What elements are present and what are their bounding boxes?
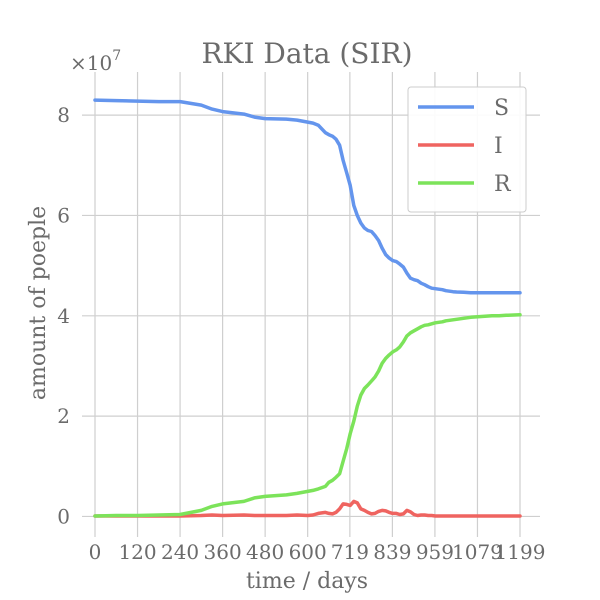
- x-tick-label: 719: [331, 540, 369, 564]
- chart-title: RKI Data (SIR): [201, 37, 412, 70]
- legend-label-i: I: [494, 134, 503, 159]
- y-tick-label: 8: [57, 103, 70, 127]
- legend-label-r: R: [494, 172, 512, 197]
- series-line-s: [93, 98, 522, 295]
- x-tick-label: 360: [204, 540, 242, 564]
- x-tick-label: 839: [373, 540, 411, 564]
- legend-frame: [407, 86, 527, 213]
- y-axis-label: amount of poeple: [26, 206, 51, 400]
- y-tick-label: 4: [57, 304, 70, 328]
- legend-label-s: S: [494, 96, 509, 121]
- y-axis-ticks: 0 2 4 6 8: [57, 103, 70, 528]
- series-lines: [93, 98, 522, 518]
- series-line-i: [93, 499, 522, 518]
- x-tick-label: 480: [246, 540, 284, 564]
- x-tick-label: 959: [416, 540, 454, 564]
- y-tick-label: 2: [57, 404, 70, 428]
- legend: SIR: [407, 86, 527, 213]
- y-tick-label: 6: [57, 203, 70, 227]
- y-axis-multiplier: ×107: [70, 48, 121, 75]
- x-tick-label: 1199: [495, 540, 546, 564]
- x-tick-label: 600: [289, 540, 327, 564]
- x-axis-label: time / days: [246, 569, 368, 594]
- y-tick-label: 0: [57, 504, 70, 528]
- x-tick-label: 120: [118, 540, 156, 564]
- series-line-r: [93, 313, 522, 518]
- x-tick-label: 1079: [452, 540, 503, 564]
- legend-items: SIR: [418, 96, 512, 197]
- x-tick-label: 240: [161, 540, 199, 564]
- x-tick-label: 0: [89, 540, 102, 564]
